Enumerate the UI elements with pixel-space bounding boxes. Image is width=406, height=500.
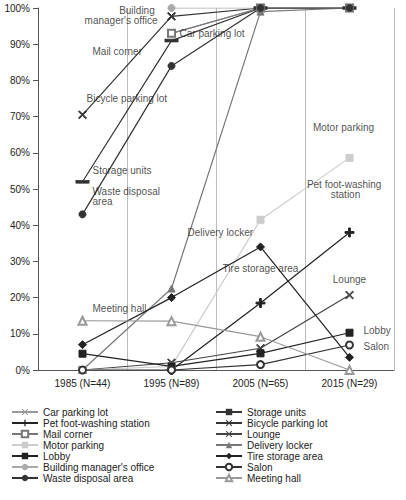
- svg-text:manager's office: manager's office: [85, 15, 158, 26]
- svg-text:Delivery locker: Delivery locker: [188, 227, 254, 238]
- svg-text:Motor parking: Motor parking: [313, 122, 374, 133]
- svg-text:Waste disposal: Waste disposal: [92, 185, 163, 197]
- svg-text:Meeting hall: Meeting hall: [247, 473, 301, 484]
- svg-text:2015 (N=29): 2015 (N=29): [322, 378, 378, 389]
- svg-text:Lobby: Lobby: [43, 451, 70, 462]
- svg-text:Building manager's office: Building manager's office: [43, 462, 155, 473]
- svg-text:2005 (N=65): 2005 (N=65): [233, 378, 289, 389]
- svg-text:10%: 10%: [10, 328, 30, 339]
- svg-text:Mail corner: Mail corner: [43, 429, 93, 440]
- svg-text:Salon: Salon: [364, 341, 390, 352]
- svg-text:30%: 30%: [10, 256, 30, 267]
- svg-text:Delivery locker: Delivery locker: [247, 440, 313, 451]
- svg-text:Building: Building: [119, 4, 158, 16]
- svg-text:100%: 100%: [4, 3, 30, 14]
- svg-text:80%: 80%: [10, 75, 30, 86]
- svg-text:station: station: [331, 189, 360, 200]
- svg-text:Bicycle parking lot: Bicycle parking lot: [247, 418, 328, 429]
- svg-text:Lobby: Lobby: [364, 325, 391, 336]
- svg-text:Tire storage area: Tire storage area: [223, 263, 299, 274]
- svg-text:Meeting hall: Meeting hall: [93, 303, 147, 314]
- svg-text:Bicycle parking lot: Bicycle parking lot: [87, 93, 168, 104]
- svg-text:Mail corner: Mail corner: [93, 46, 143, 57]
- svg-text:Motor parking: Motor parking: [43, 440, 104, 451]
- svg-text:70%: 70%: [10, 111, 30, 122]
- svg-text:area: area: [93, 196, 113, 207]
- svg-text:Car parking lot: Car parking lot: [43, 407, 108, 418]
- svg-text:Storage units: Storage units: [93, 165, 152, 176]
- svg-text:Pet foot-washing: Pet foot-washing: [306, 178, 385, 190]
- svg-text:50%: 50%: [10, 184, 30, 195]
- svg-text:60%: 60%: [10, 147, 30, 158]
- svg-text:0%: 0%: [16, 365, 31, 376]
- svg-text:90%: 90%: [10, 39, 30, 50]
- svg-text:1985 (N=44): 1985 (N=44): [55, 378, 111, 389]
- svg-text:Tire storage area: Tire storage area: [247, 451, 323, 462]
- svg-text:Waste disposal area: Waste disposal area: [43, 473, 134, 484]
- svg-text:40%: 40%: [10, 220, 30, 231]
- svg-text:Storage units: Storage units: [247, 407, 306, 418]
- svg-text:1995 (N=89): 1995 (N=89): [144, 378, 200, 389]
- svg-text:Lounge: Lounge: [333, 274, 367, 285]
- svg-text:Car parking lot: Car parking lot: [180, 28, 245, 39]
- svg-text:Lounge: Lounge: [247, 429, 281, 440]
- svg-text:Salon: Salon: [247, 462, 273, 473]
- svg-text:Pet foot-washing station: Pet foot-washing station: [43, 418, 150, 429]
- svg-text:20%: 20%: [10, 292, 30, 303]
